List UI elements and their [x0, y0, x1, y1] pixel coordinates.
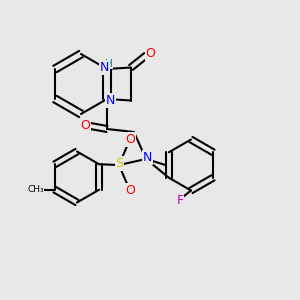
Text: O: O [146, 47, 155, 61]
Text: N: N [106, 94, 115, 107]
Text: O: O [125, 184, 135, 197]
Text: N: N [100, 61, 109, 74]
Text: O: O [125, 133, 135, 146]
Text: S: S [116, 157, 124, 170]
Text: H: H [105, 58, 112, 69]
Text: F: F [176, 194, 183, 207]
Text: N: N [143, 151, 152, 164]
Text: CH₃: CH₃ [27, 185, 44, 194]
Text: O: O [80, 119, 90, 132]
